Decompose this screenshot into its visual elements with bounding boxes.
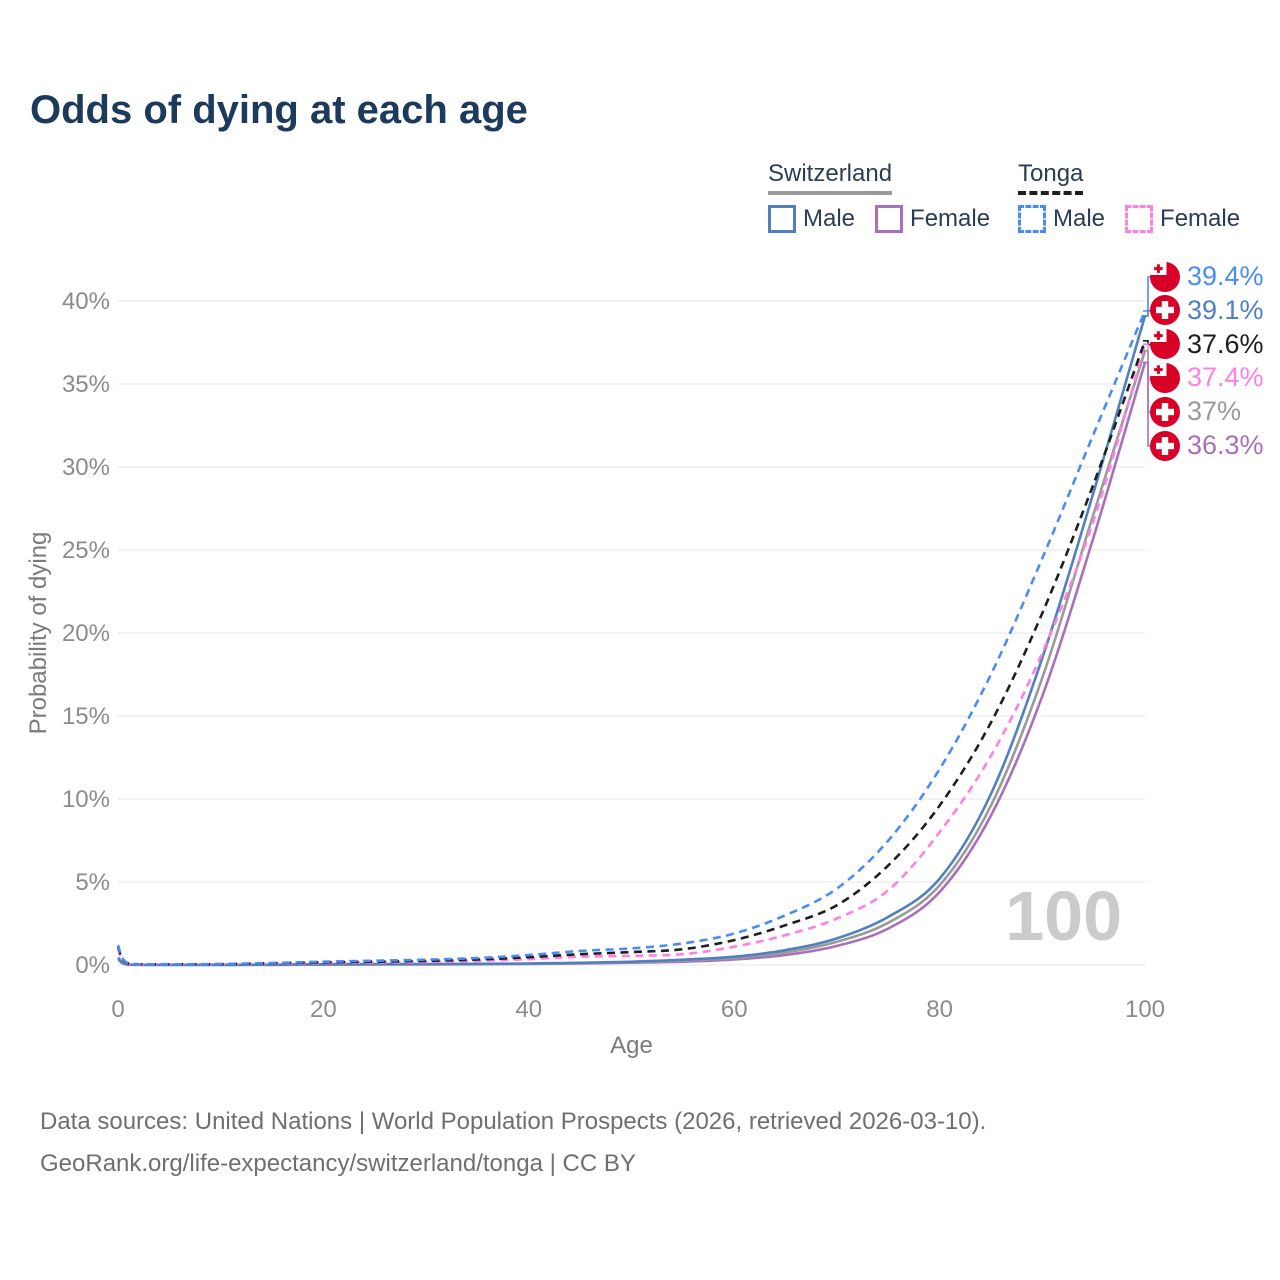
tonga-flag-icon <box>1150 362 1180 393</box>
series-line-switzerland-female[interactable] <box>117 362 1147 967</box>
x-tick-label: 100 <box>1125 996 1165 1023</box>
legend-label-male: Male <box>803 205 856 232</box>
x-tick-label: 80 <box>926 996 953 1023</box>
end-value-tonga-male: 39.4% <box>1187 261 1264 291</box>
legend-label-female: Female <box>1160 205 1241 232</box>
tonga-flag-icon <box>1150 329 1180 360</box>
leader-line-switzerland-male <box>1143 310 1151 317</box>
y-axis-title: Probability of dying <box>25 532 52 735</box>
legend-label-female: Female <box>910 205 991 232</box>
end-value-switzerland-female: 36.3% <box>1187 430 1264 460</box>
end-value-switzerland-male: 39.1% <box>1187 294 1264 325</box>
y-tick-label: 30% <box>62 454 110 481</box>
legend-label-male: Male <box>1053 205 1106 232</box>
end-label-switzerland-all: 37% <box>1150 396 1241 427</box>
leader-line-tonga-all <box>1143 340 1151 346</box>
switzerland-male-swatch-icon <box>768 205 796 233</box>
y-tick-label: 10% <box>62 786 110 813</box>
footer-data-sources: Data sources: United Nations | World Pop… <box>40 1108 987 1135</box>
tonga-male-swatch-icon <box>1018 205 1046 233</box>
y-tick-label: 0% <box>75 952 110 979</box>
legend-country-switzerland[interactable]: Switzerland <box>768 160 893 195</box>
legend-item-switzerland-female[interactable]: Female <box>875 205 990 233</box>
legend-group-tonga: Tonga Male Female <box>1018 160 1240 233</box>
legend-item-switzerland-male[interactable]: Male <box>768 205 855 233</box>
y-tick-label: 25% <box>62 537 110 564</box>
series-line-switzerland-male[interactable] <box>117 315 1147 967</box>
footer-attribution: GeoRank.org/life-expectancy/switzerland/… <box>40 1150 636 1177</box>
y-tick-label: 35% <box>62 371 110 398</box>
tonga-female-swatch-icon <box>1125 205 1154 233</box>
y-tick-label: 40% <box>62 288 110 315</box>
tonga-flag-icon <box>1150 261 1180 292</box>
x-tick-label: 0 <box>111 996 124 1023</box>
y-tick-label: 20% <box>62 620 110 647</box>
series-line-tonga-male[interactable] <box>116 310 1147 966</box>
end-value-tonga-all: 37.6% <box>1187 328 1264 359</box>
legend-item-tonga-male[interactable]: Male <box>1018 205 1105 233</box>
x-tick-label: 60 <box>721 996 748 1023</box>
legend-item-tonga-female[interactable]: Female <box>1125 205 1240 233</box>
switzerland-flag-icon <box>1150 295 1180 326</box>
end-label-tonga-female: 37.4% <box>1150 362 1264 393</box>
end-value-switzerland-all: 37% <box>1187 396 1242 427</box>
end-label-tonga-male: 39.4% <box>1150 261 1264 292</box>
switzerland-flag-icon <box>1150 430 1180 461</box>
end-label-tonga-all: 37.6% <box>1150 329 1264 360</box>
x-tick-label: 40 <box>515 996 542 1023</box>
line-chart: 0% 5% 10% 15% 20% 25% 30% 35% 40% 0 20 40 60 80 100 Pro… <box>25 276 1165 1059</box>
switzerland-female-swatch-icon <box>875 205 904 233</box>
leader-line-switzerland-female <box>1143 361 1151 447</box>
y-tick-label: 5% <box>75 869 110 896</box>
legend-group-switzerland: Switzerland Male Female <box>768 160 990 233</box>
y-tick-label: 15% <box>62 703 110 730</box>
end-label-switzerland-female: 36.3% <box>1150 430 1264 461</box>
x-tick-label: 20 <box>310 996 337 1023</box>
series-line-tonga-all[interactable] <box>116 340 1147 966</box>
series-line-switzerland-all[interactable] <box>117 350 1147 967</box>
age-watermark: 100 <box>1005 877 1122 955</box>
end-label-switzerland-male: 39.1% <box>1150 295 1264 326</box>
series-line-tonga-female[interactable] <box>116 343 1147 966</box>
x-axis-title: Age <box>610 1032 653 1059</box>
chart-title: Odds of dying at each age <box>30 88 528 132</box>
leader-line-tonga-male <box>1143 276 1151 312</box>
end-value-tonga-female: 37.4% <box>1187 362 1264 393</box>
switzerland-flag-icon <box>1150 396 1180 427</box>
legend-country-tonga[interactable]: Tonga <box>1018 160 1084 195</box>
